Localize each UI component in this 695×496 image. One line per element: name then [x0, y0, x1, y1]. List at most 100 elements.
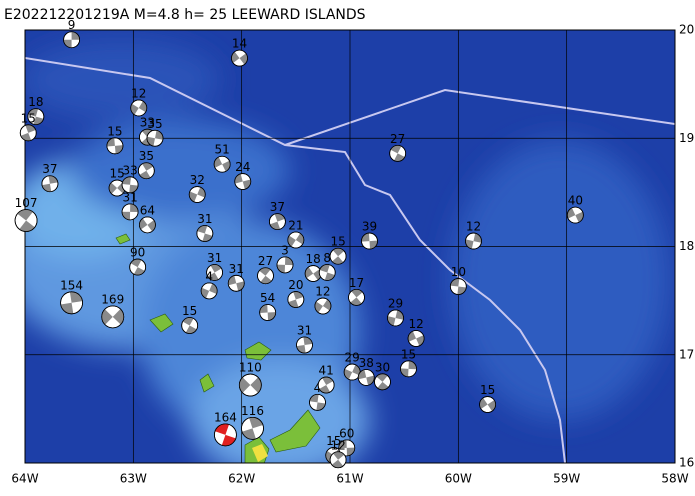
depth-label: 33: [122, 163, 137, 177]
beachball-compression: [106, 137, 123, 154]
beachball-compression: [332, 248, 345, 265]
beachball-outline: [296, 336, 313, 354]
beachball: [348, 288, 365, 306]
map-title: E202212201219A M=4.8 h= 25 LEEWARD ISLAN…: [4, 7, 366, 23]
beachball: [287, 231, 305, 249]
beachball-compression: [259, 304, 276, 321]
beachball-outline: [63, 31, 80, 49]
depth-label: 60: [339, 426, 354, 440]
beachball-compression: [242, 417, 263, 440]
beachball-compression: [331, 451, 345, 468]
beachball-compression: [387, 310, 404, 326]
beachball-compression: [139, 162, 154, 179]
beachball-compression: [215, 423, 236, 446]
beachball: [287, 291, 305, 308]
beachball-outline: [389, 145, 407, 162]
beachball-compression: [296, 337, 313, 353]
y-tick-label: 19N: [679, 131, 695, 145]
beachball-compression: [450, 278, 467, 295]
beachball: [329, 451, 347, 469]
beachball: [338, 439, 356, 457]
beachball-compression: [239, 377, 262, 393]
beachball: [296, 336, 313, 354]
depth-label: 107: [15, 196, 38, 210]
depth-label: 21: [288, 219, 303, 233]
depth-label: 116: [241, 404, 264, 418]
depth-label: 4: [205, 269, 213, 283]
depth-label: 15: [330, 235, 345, 249]
beachball-compression: [305, 267, 322, 281]
beachball-compression: [479, 397, 496, 412]
beachball-outline: [309, 393, 326, 411]
beachball-outline: [317, 376, 335, 394]
depth-label: 37: [42, 162, 57, 176]
depth-label: 37: [270, 200, 285, 214]
beachball-compression: [109, 182, 126, 194]
beachball: [276, 256, 294, 274]
beachball-outline: [318, 264, 336, 281]
beachball-compression: [42, 175, 58, 192]
beachball-outline: [213, 155, 231, 173]
beachball-outline: [276, 256, 294, 274]
beachball: [19, 124, 37, 142]
depth-label: 17: [349, 276, 364, 290]
beachball-outline: [196, 225, 214, 242]
beachball: [188, 186, 206, 203]
depth-label: 32: [190, 173, 205, 187]
beachball-compression: [28, 108, 44, 125]
beachball-compression: [376, 373, 389, 390]
beachball-compression: [288, 291, 304, 308]
beachball: [27, 108, 45, 125]
beachball-outline: [361, 232, 378, 250]
beachball-outline: [241, 416, 264, 440]
beachball-outline: [214, 423, 237, 447]
beachball-outline: [287, 231, 305, 249]
y-tick-label: 16N: [679, 456, 695, 470]
depth-label: 15: [401, 347, 416, 361]
beachball: [200, 282, 218, 300]
depth-label: 38: [359, 356, 374, 370]
depth-label: 31: [297, 324, 312, 338]
beachball: [60, 291, 83, 315]
depth-label: 9: [68, 18, 76, 32]
beachball: [269, 213, 286, 231]
beachball-outline: [348, 288, 365, 306]
beachball-outline: [60, 291, 83, 315]
beachball-outline: [407, 330, 425, 347]
depth-label: 90: [130, 246, 145, 260]
beachball: [106, 137, 124, 155]
depth-label: 31: [122, 190, 137, 204]
beachball-compression: [101, 308, 124, 325]
beachball: [389, 145, 407, 162]
beachball: [181, 317, 199, 334]
beachball-compression: [20, 124, 36, 141]
depth-label: 41: [319, 364, 334, 378]
beachball-outline: [106, 137, 124, 155]
depth-label: 54: [260, 291, 275, 305]
beachball-compression: [201, 283, 218, 299]
beachball: [317, 376, 335, 394]
beachball: [101, 305, 125, 329]
beachball-compression: [63, 31, 80, 48]
depth-label: 12: [466, 220, 481, 234]
beachball: [206, 264, 223, 281]
beachball-compression: [259, 267, 272, 284]
beachball: [314, 297, 332, 315]
beachball: [234, 173, 252, 190]
beachball-outline: [357, 369, 375, 386]
depth-label: 110: [239, 361, 262, 375]
beachball-compression: [189, 187, 206, 202]
depth-label: 15: [109, 167, 124, 181]
beachball: [130, 99, 148, 117]
beachball-outline: [374, 373, 391, 391]
depth-label: 18: [28, 95, 43, 109]
beachball-compression: [130, 101, 147, 115]
x-tick-label: 63W: [120, 472, 147, 486]
beachball-compression: [17, 209, 35, 232]
beachball-compression: [122, 176, 139, 193]
beachball: [361, 232, 378, 250]
beachball: [41, 175, 59, 193]
beachball-outline: [14, 209, 38, 232]
beachball-compression: [197, 225, 213, 242]
